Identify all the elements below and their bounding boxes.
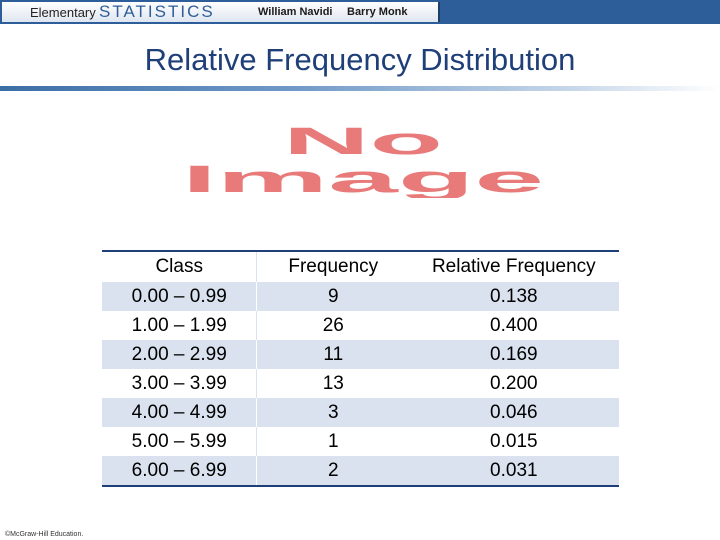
class-cell: 4.00 – 4.99	[102, 398, 258, 427]
class-cell: 0.00 – 0.99	[102, 282, 258, 311]
class-cell: 2.00 – 2.99	[102, 340, 258, 369]
table-row: 2.00 – 2.99 11 0.169	[102, 340, 619, 369]
no-image-line1: No	[283, 121, 443, 163]
frequency-table: Class Frequency Relative Frequency 0.00 …	[102, 250, 619, 487]
column-header-frequency: Frequency	[288, 256, 379, 277]
author-name: William Navidi	[258, 6, 333, 18]
slide-title: Relative Frequency Distribution	[144, 42, 576, 77]
frequency-cell: 26	[322, 314, 344, 336]
no-image-line2: Image	[182, 159, 544, 198]
frequency-cell: 3	[256, 398, 410, 427]
table-row: 4.00 – 4.99 3 0.046	[102, 398, 619, 427]
no-image-placeholder: No Image	[182, 121, 544, 198]
table-row: 0.00 – 0.99 9 0.138	[102, 282, 619, 311]
relative-frequency-cell: 0.015	[490, 430, 538, 452]
brand-prefix: Elementary	[30, 5, 96, 20]
column-header-class: Class	[102, 252, 258, 282]
book-title-bar: Elementary STATISTICS William Navidi Bar…	[2, 2, 440, 22]
table-row: 1.00 – 1.99 26 0.400	[102, 311, 619, 340]
frequency-cell: 2	[256, 456, 410, 485]
title-underline	[0, 86, 720, 91]
frequency-cell: 11	[256, 340, 410, 369]
class-cell: 3.00 – 3.99	[102, 369, 258, 398]
table-header-row: Class Frequency Relative Frequency	[102, 252, 619, 282]
frequency-cell: 1	[327, 430, 339, 452]
table-row: 5.00 – 5.99 1 0.015	[102, 427, 619, 456]
relative-frequency-cell: 0.400	[490, 314, 538, 336]
relative-frequency-cell: 0.169	[409, 340, 619, 369]
brand-main: STATISTICS	[99, 2, 215, 21]
relative-frequency-cell: 0.200	[490, 372, 538, 394]
header-banner: Elementary STATISTICS William Navidi Bar…	[0, 0, 720, 24]
table-row: 6.00 – 6.99 2 0.031	[102, 456, 619, 485]
table-row: 3.00 – 3.99 13 0.200	[102, 369, 619, 398]
copyright-notice: ©McGraw-Hill Education.	[5, 531, 84, 538]
relative-frequency-cell: 0.031	[409, 456, 619, 485]
frequency-cell: 9	[256, 282, 410, 311]
column-header-relative-frequency: Relative Frequency	[431, 256, 596, 277]
author-name: Barry Monk	[347, 6, 408, 18]
relative-frequency-cell: 0.046	[409, 398, 619, 427]
class-cell: 6.00 – 6.99	[102, 456, 258, 485]
frequency-cell: 13	[322, 372, 344, 394]
class-cell: 5.00 – 5.99	[102, 427, 258, 456]
relative-frequency-cell: 0.138	[409, 282, 619, 311]
class-cell: 1.00 – 1.99	[102, 311, 258, 340]
